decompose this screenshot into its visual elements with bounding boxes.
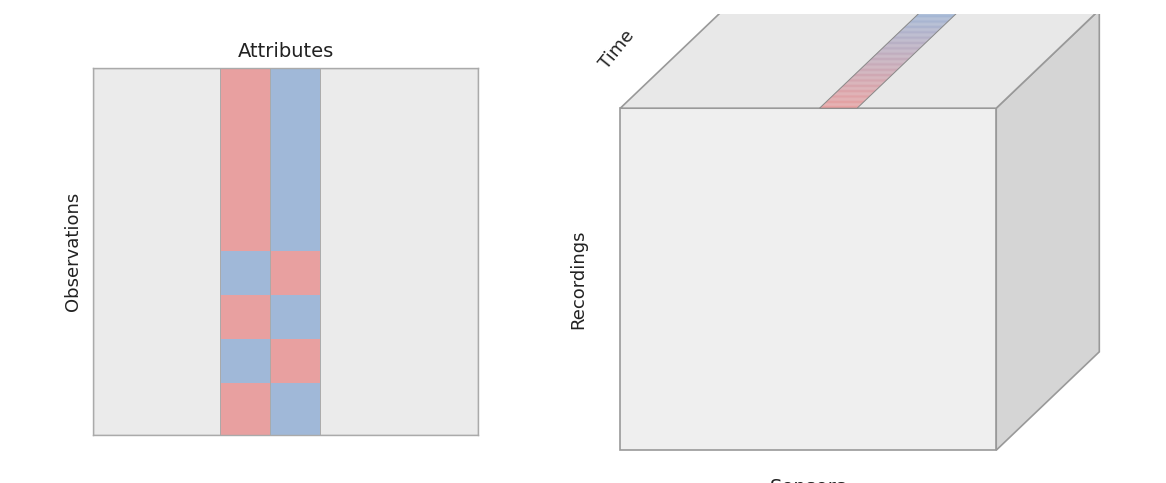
Polygon shape	[870, 59, 908, 60]
Polygon shape	[916, 14, 955, 16]
Polygon shape	[856, 72, 894, 74]
Polygon shape	[887, 42, 927, 43]
Polygon shape	[880, 49, 919, 50]
Bar	[220, 251, 271, 295]
Polygon shape	[854, 75, 892, 76]
Polygon shape	[828, 99, 866, 101]
Polygon shape	[890, 41, 928, 42]
Polygon shape	[837, 90, 877, 91]
Polygon shape	[884, 45, 922, 47]
Polygon shape	[879, 50, 918, 52]
Text: Recordings: Recordings	[569, 229, 586, 329]
Polygon shape	[921, 10, 961, 11]
Polygon shape	[850, 77, 890, 79]
Polygon shape	[919, 12, 957, 14]
Polygon shape	[911, 20, 950, 21]
Bar	[220, 384, 271, 435]
Polygon shape	[824, 102, 864, 103]
Polygon shape	[841, 87, 879, 88]
Bar	[271, 251, 321, 295]
Polygon shape	[869, 60, 907, 61]
Polygon shape	[878, 52, 916, 53]
Polygon shape	[848, 80, 887, 81]
Polygon shape	[891, 39, 929, 41]
Polygon shape	[857, 71, 895, 72]
Polygon shape	[822, 104, 861, 106]
Polygon shape	[863, 65, 902, 66]
Polygon shape	[847, 81, 885, 83]
Polygon shape	[830, 97, 869, 99]
Polygon shape	[834, 93, 872, 95]
Polygon shape	[826, 101, 865, 102]
Bar	[271, 339, 321, 384]
Polygon shape	[843, 85, 881, 86]
Polygon shape	[895, 34, 934, 36]
Bar	[220, 295, 271, 339]
Polygon shape	[862, 66, 901, 68]
Polygon shape	[851, 76, 891, 77]
Polygon shape	[886, 43, 926, 44]
Polygon shape	[914, 17, 953, 18]
Polygon shape	[904, 27, 942, 28]
Polygon shape	[908, 22, 947, 23]
Text: Sensors: Sensors	[770, 478, 847, 483]
Polygon shape	[849, 79, 888, 80]
Polygon shape	[838, 88, 878, 90]
Bar	[220, 339, 271, 384]
Polygon shape	[833, 95, 871, 96]
Text: Time: Time	[596, 27, 638, 72]
Polygon shape	[874, 54, 914, 56]
Bar	[271, 295, 321, 339]
Polygon shape	[620, 108, 996, 450]
Bar	[220, 68, 271, 251]
Polygon shape	[836, 91, 876, 92]
Polygon shape	[881, 48, 920, 49]
Polygon shape	[871, 58, 909, 59]
Polygon shape	[900, 29, 940, 31]
Polygon shape	[865, 64, 904, 65]
Polygon shape	[892, 38, 930, 39]
Polygon shape	[859, 69, 898, 70]
Polygon shape	[912, 18, 951, 20]
Polygon shape	[897, 33, 936, 34]
Polygon shape	[996, 10, 1100, 450]
Polygon shape	[883, 47, 921, 48]
Polygon shape	[821, 106, 859, 107]
Polygon shape	[920, 11, 958, 12]
Bar	[271, 384, 321, 435]
Polygon shape	[844, 84, 883, 85]
Polygon shape	[858, 70, 897, 71]
Polygon shape	[905, 26, 943, 27]
Polygon shape	[873, 56, 913, 57]
Polygon shape	[823, 103, 863, 104]
Polygon shape	[855, 74, 893, 75]
Polygon shape	[885, 44, 925, 45]
Polygon shape	[876, 53, 915, 54]
Polygon shape	[906, 25, 944, 26]
Polygon shape	[831, 96, 870, 97]
Bar	[271, 68, 321, 251]
Polygon shape	[899, 31, 939, 32]
Polygon shape	[866, 63, 905, 64]
Polygon shape	[845, 83, 884, 84]
Polygon shape	[842, 86, 880, 87]
Polygon shape	[915, 16, 954, 17]
Y-axis label: Observations: Observations	[64, 192, 82, 311]
Polygon shape	[620, 10, 1100, 108]
Polygon shape	[898, 32, 937, 33]
Polygon shape	[835, 92, 873, 93]
Polygon shape	[902, 28, 941, 29]
Polygon shape	[909, 21, 949, 22]
Polygon shape	[872, 57, 912, 58]
Polygon shape	[907, 23, 946, 25]
Polygon shape	[894, 36, 933, 37]
Polygon shape	[861, 68, 900, 69]
Polygon shape	[893, 37, 932, 38]
Polygon shape	[820, 107, 858, 108]
Title: Attributes: Attributes	[238, 42, 333, 60]
Polygon shape	[868, 61, 906, 63]
